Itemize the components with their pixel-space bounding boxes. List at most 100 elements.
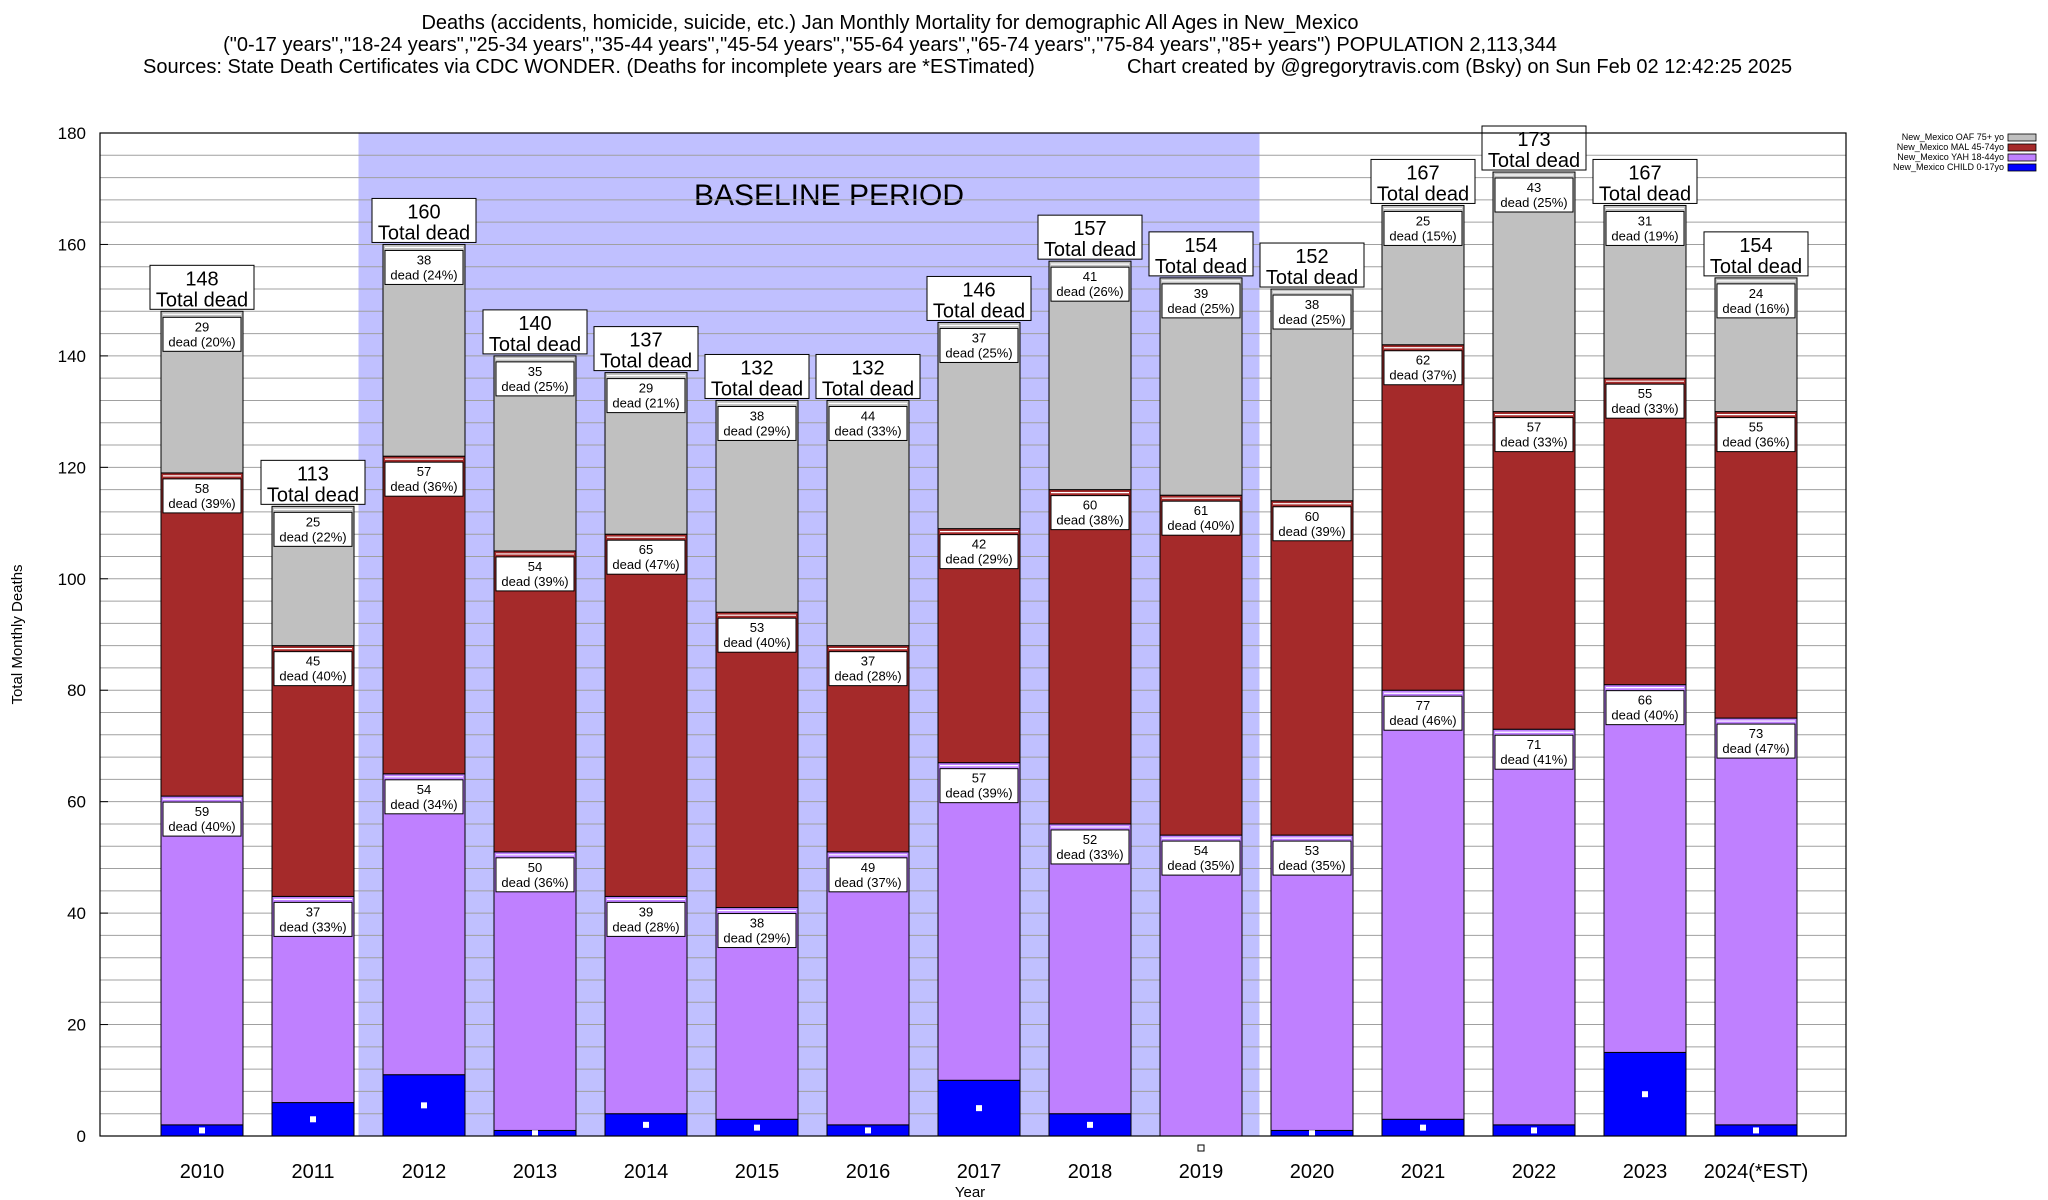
segment-percent: dead (33%) [279,919,346,934]
segment-percent: dead (39%) [945,786,1012,801]
total-value: 173 [1517,129,1550,151]
y-tick-label: 0 [77,1127,86,1146]
segment-value: 38 [417,252,431,267]
child-marker [421,1102,427,1109]
total-label: Total dead [933,300,1025,322]
legend-swatch [2007,133,2037,142]
x-tick-label: 2019 [1179,1161,1224,1183]
segment-percent: dead (40%) [1611,708,1678,723]
segment-label-box [828,405,908,441]
chart-title-block: Deaths (accidents, homicide, suicide, et… [0,12,1780,56]
child-marker [1642,1091,1648,1098]
x-tick-label: 2013 [513,1161,558,1183]
segment-percent: dead (21%) [612,396,679,411]
segment-percent: dead (33%) [834,423,901,438]
segment-value: 58 [195,481,209,496]
total-value: 113 [297,463,329,485]
total-value: 137 [629,330,662,352]
child-marker [199,1127,205,1134]
segment-label-box [1716,283,1796,319]
y-tick-label: 80 [67,681,86,700]
segment-label-box [1716,723,1796,759]
segment-value: 59 [195,804,209,819]
chart-sources: Sources: State Death Certificates via CD… [143,56,1035,78]
total-value: 157 [1073,218,1106,240]
total-label-box [704,353,810,399]
total-label-box [926,275,1032,321]
segment-label-box [1383,350,1463,386]
segment-label-box [606,539,686,575]
child-marker [865,1127,871,1134]
segment-percent: dead (37%) [834,875,901,890]
segment-value: 57 [1527,420,1541,435]
total-value: 154 [1739,235,1772,257]
bar-young-adult [160,795,244,1126]
segment-label-box [939,534,1019,570]
segment-percent: dead (33%) [1500,435,1567,450]
x-tick-label: 2020 [1290,1161,1335,1183]
segment-value: 73 [1749,726,1763,741]
total-label: Total dead [1155,256,1247,278]
total-label-box [482,309,588,355]
child-marker [976,1105,982,1112]
legend-swatch [2007,143,2037,152]
segment-value: 57 [972,771,986,786]
segment-percent: dead (33%) [1611,401,1678,416]
segment-percent: dead (28%) [612,919,679,934]
segment-percent: dead (25%) [501,379,568,394]
segment-percent: dead (25%) [1500,195,1567,210]
total-label: Total dead [1488,150,1580,172]
segment-value: 53 [1305,843,1319,858]
legend-label: New_Mexico OAF 75+ yo [1902,132,2004,142]
segment-value: 38 [1305,297,1319,312]
legend-label: New_Mexico MAL 45-74yo [1897,142,2004,152]
segment-value: 71 [1527,737,1541,752]
segment-value: 29 [639,381,653,396]
segment-label-box [1161,500,1241,536]
segment-percent: dead (24%) [390,267,457,282]
x-tick-label: 2021 [1401,1161,1446,1183]
y-axis-label: Total Monthly Deaths [9,564,26,704]
segment-label-box [384,249,464,285]
child-marker [1531,1127,1537,1134]
segment-value: 42 [972,537,986,552]
child-marker [532,1130,538,1137]
segment-label-box [828,857,908,893]
total-label: Total dead [156,289,248,311]
segment-label-box [1272,506,1352,542]
segment-value: 62 [1416,353,1430,368]
segment-percent: dead (28%) [834,669,901,684]
x-tick-label: 2018 [1068,1161,1113,1183]
segment-value: 54 [528,559,542,574]
bar-young-adult [1603,684,1687,1053]
segment-percent: dead (36%) [1722,435,1789,450]
total-label: Total dead [822,378,914,400]
segment-percent: dead (40%) [279,669,346,684]
bar-young-adult [1381,689,1465,1120]
legend-swatch [2007,153,2037,162]
segment-value: 37 [861,654,875,669]
segment-value: 66 [1638,693,1652,708]
legend-label: New_Mexico CHILD 0-17yo [1893,162,2004,172]
bar-young-adult [382,773,466,1076]
segment-label-box [1494,417,1574,453]
segment-label-box [606,378,686,414]
bar-older [826,399,910,647]
segment-label-box [273,901,353,937]
total-label-box [593,326,699,372]
x-tick-label: 2017 [957,1161,1002,1183]
segment-value: 60 [1305,509,1319,524]
segment-value: 35 [528,364,542,379]
segment-value: 31 [1638,213,1652,228]
bar-middle-age [604,533,688,897]
segment-label-box [1494,734,1574,770]
segment-percent: dead (22%) [279,529,346,544]
legend-swatch [2007,163,2037,172]
bar-middle-age [715,611,799,909]
segment-value: 60 [1083,498,1097,513]
bar-middle-age [1603,377,1687,686]
segment-percent: dead (47%) [612,557,679,572]
segment-value: 77 [1416,698,1430,713]
bar-middle-age [271,645,355,897]
y-tick-label: 140 [58,347,86,366]
